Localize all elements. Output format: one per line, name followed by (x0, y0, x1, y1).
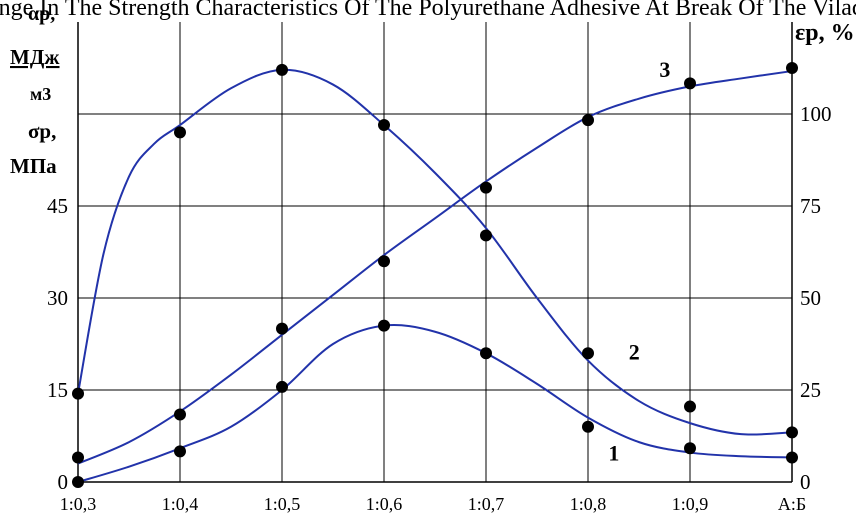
left-axis-label-sigma-unit: МПа (10, 154, 57, 178)
series-3-point (480, 181, 492, 194)
series-3-point (378, 255, 390, 268)
left-tick-label: 15 (47, 378, 68, 402)
chart-labels: 1:0,3 1:0,4 1:0,5 1:0,6 1:0,7 1:0,8 1:0,9 А:Б01… (47, 57, 832, 514)
chart-grid (78, 22, 792, 482)
x-tick-label: 1:0,3 (60, 494, 97, 514)
series-1-point (480, 347, 492, 360)
x-tick-label: 1:0,5 (264, 494, 301, 514)
x-tick-label: А:Б (778, 494, 806, 514)
series-1-point (582, 420, 594, 433)
series-2-point (480, 229, 492, 242)
series-1-point (786, 451, 798, 464)
x-tick-label: 1:0,9 (672, 494, 709, 514)
series-1-line (77, 324, 793, 483)
right-tick-label: 50 (800, 286, 821, 310)
x-tick-label: 1:0,6 (366, 494, 403, 514)
series-1-point (378, 319, 390, 332)
left-axis-label-alpha-unit-den: м3 (30, 84, 51, 104)
series-3-point (174, 408, 186, 421)
right-tick-label: 25 (800, 378, 821, 402)
left-tick-label: 0 (58, 470, 69, 494)
right-axis-label: εр, % (795, 20, 855, 46)
series-1-point (72, 476, 84, 488)
series-2-point (786, 426, 798, 439)
left-axis-label-sigma: σр, (28, 119, 56, 143)
left-axis-label-alpha: αр, (28, 3, 55, 25)
series-1-label: 1 (608, 441, 619, 466)
figure-caption-text: Change In The Strength Characteristics O… (0, 0, 856, 21)
chart-axes (77, 22, 793, 483)
x-tick-label: 1:0,8 (570, 494, 607, 514)
figure-caption: Change In The Strength Characteristics O… (0, 0, 856, 22)
series-2-point (378, 119, 390, 132)
series-3-point (276, 322, 288, 335)
series-2-point (582, 347, 594, 360)
series-1-point (174, 445, 186, 458)
series-2-point (174, 126, 186, 139)
series-1-point (684, 442, 696, 455)
series-2-point (276, 63, 288, 76)
x-tick-label: 1:0,4 (162, 494, 199, 514)
right-tick-label: 100 (800, 102, 832, 126)
series-3-point (72, 451, 84, 464)
series-2-point (72, 387, 84, 400)
series-2-label: 2 (629, 339, 640, 364)
series-2-line (77, 68, 793, 436)
series-1-point (276, 380, 288, 393)
left-tick-label: 45 (47, 194, 68, 218)
series-2-point (684, 400, 696, 413)
right-tick-label: 0 (800, 470, 811, 494)
left-axis-label-alpha-unit-num: МДж (10, 45, 60, 69)
series-3-line (77, 70, 793, 465)
chart-points (72, 62, 798, 488)
right-tick-label: 75 (800, 194, 821, 218)
x-tick-label: 1:0,7 (468, 494, 505, 514)
series-3-point (582, 114, 594, 127)
series-3-point (786, 62, 798, 74)
left-tick-label: 30 (47, 286, 68, 310)
series-3-label: 3 (659, 57, 670, 82)
series-3-point (684, 77, 696, 90)
